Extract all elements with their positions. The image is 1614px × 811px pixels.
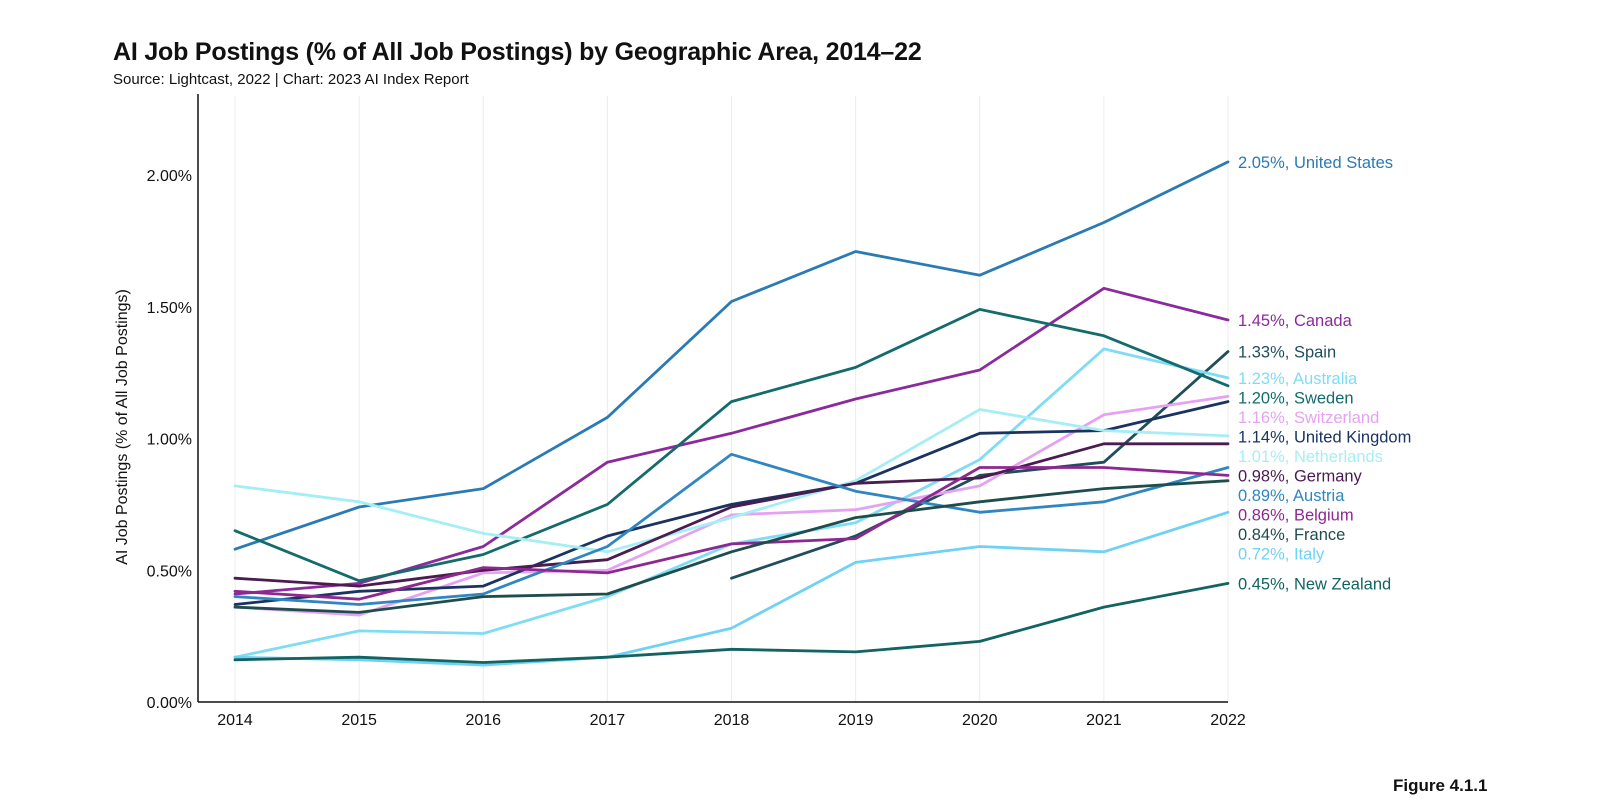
grid-lines [234, 96, 1229, 702]
end-label-netherlands: 1.01%, Netherlands [1238, 448, 1383, 466]
series-line-sweden [233, 307, 1230, 583]
end-label-austria: 0.89%, Austria [1238, 487, 1345, 505]
end-label-sweden: 1.20%, Sweden [1238, 389, 1354, 407]
x-tick-label: 2014 [217, 712, 253, 729]
series-line-france [233, 479, 1230, 614]
end-label-australia: 1.23%, Australia [1238, 370, 1358, 388]
chart-title: AI Job Postings (% of All Job Postings) … [113, 38, 922, 66]
y-tick-label: 1.50% [147, 300, 192, 317]
y-tick-label: 2.00% [147, 168, 192, 185]
end-label-germany: 0.98%, Germany [1238, 467, 1363, 485]
figure-number: Figure 4.1.1 [1393, 776, 1488, 795]
series-lines [233, 160, 1230, 667]
series-line-italy [233, 510, 1230, 667]
end-labels: 2.05%, United States 1.45%, Canada 1.33%, … [1238, 154, 1411, 594]
series-line-austria [233, 452, 1230, 606]
end-label-canada: 1.45%, Canada [1238, 312, 1353, 330]
series-line-belgium [233, 466, 1230, 601]
y-tick-label: 1.00% [147, 432, 192, 449]
series-line-germany [233, 442, 1230, 588]
end-label-united-states: 2.05%, United States [1238, 154, 1393, 172]
x-tick-label: 2017 [590, 712, 626, 729]
end-label-united-kingdom: 1.14%, United Kingdom [1238, 428, 1411, 446]
series-line-netherlands [233, 408, 1230, 554]
y-axis-title: AI Job Postings (% of All Job Postings) [114, 289, 131, 565]
x-tick-label: 2022 [1210, 712, 1246, 729]
x-tick-label: 2018 [714, 712, 750, 729]
end-label-new-zealand: 0.45%, New Zealand [1238, 575, 1391, 593]
end-label-france: 0.84%, France [1238, 526, 1345, 544]
series-line-new-zealand [233, 582, 1230, 664]
x-tick-label: 2020 [962, 712, 998, 729]
end-label-belgium: 0.86%, Belgium [1238, 506, 1354, 524]
x-tick-label: 2015 [341, 712, 377, 729]
x-tick-label: 2016 [465, 712, 501, 729]
series-line-spain [730, 350, 1230, 580]
end-label-switzerland: 1.16%, Switzerland [1238, 409, 1379, 427]
axes: 0.00% 0.50% 1.00% 1.50% 2.00% 2014 2015 2016 201… [114, 94, 1246, 729]
y-tick-label: 0.00% [147, 695, 192, 712]
y-tick-label: 0.50% [147, 563, 192, 580]
end-label-italy: 0.72%, Italy [1238, 545, 1325, 563]
x-tick-label: 2021 [1086, 712, 1122, 729]
x-tick-label: 2019 [838, 712, 874, 729]
chart-subtitle: Source: Lightcast, 2022 | Chart: 2023 AI… [113, 71, 469, 88]
end-label-spain: 1.33%, Spain [1238, 344, 1336, 362]
series-line-united-states [233, 160, 1230, 551]
